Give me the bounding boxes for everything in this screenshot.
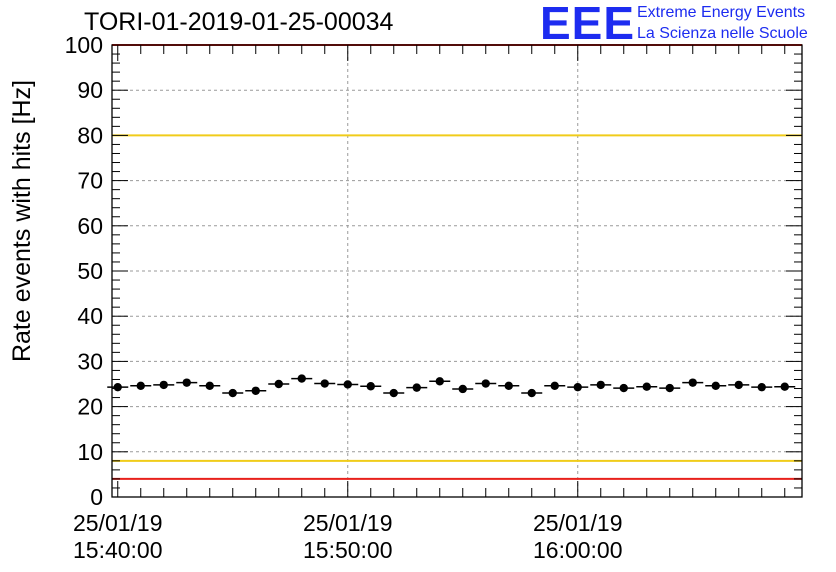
data-point xyxy=(527,388,536,398)
y-tick-label: 80 xyxy=(77,122,103,148)
data-point xyxy=(182,378,191,387)
y-tick-label: 100 xyxy=(65,32,103,58)
data-point xyxy=(136,381,145,391)
data-point xyxy=(734,380,743,390)
y-tick-label: 10 xyxy=(77,439,103,465)
data-point xyxy=(619,383,628,393)
y-tick-label: 50 xyxy=(77,258,103,284)
data-point xyxy=(343,380,352,389)
data-point xyxy=(573,382,582,392)
data-point xyxy=(481,379,490,388)
data-point xyxy=(550,381,559,391)
data-point xyxy=(274,379,283,389)
y-tick-label: 30 xyxy=(77,348,103,374)
data-point xyxy=(757,382,766,392)
data-point xyxy=(251,386,260,395)
y-tick-label: 90 xyxy=(77,77,103,103)
y-tick-label: 20 xyxy=(77,394,103,420)
y-tick-label: 60 xyxy=(77,213,103,239)
data-point xyxy=(228,388,237,398)
chart-title: TORI-01-2019-01-25-00034 xyxy=(84,8,394,36)
x-tick-label-time: 16:00:00 xyxy=(533,537,623,563)
x-tick-label-date: 25/01/19 xyxy=(533,510,623,536)
data-point xyxy=(435,377,444,386)
x-tick-label-time: 15:40:00 xyxy=(73,537,163,563)
data-point xyxy=(458,384,467,394)
data-point xyxy=(665,383,674,393)
x-tick-label-time: 15:50:00 xyxy=(303,537,393,563)
data-point xyxy=(688,378,697,387)
x-tick-label-date: 25/01/19 xyxy=(303,510,393,536)
data-point xyxy=(596,380,605,390)
x-tick-label-date: 25/01/19 xyxy=(73,510,163,536)
data-point xyxy=(389,388,398,398)
logo-line-2: La Scienza nelle Scuole xyxy=(637,25,808,42)
logo-mark: EEE xyxy=(540,0,636,49)
data-point xyxy=(320,379,329,388)
y-tick-label: 70 xyxy=(77,168,103,194)
eee-logo: EEE Extreme Energy Events La Scienza nel… xyxy=(540,0,830,49)
data-point xyxy=(711,381,720,391)
data-point xyxy=(780,382,789,391)
logo-line-1: Extreme Energy Events xyxy=(637,4,806,21)
data-point xyxy=(504,381,513,391)
data-point xyxy=(412,383,421,392)
data-point xyxy=(113,382,122,392)
data-point xyxy=(642,382,651,391)
y-axis-label: Rate events with hits [Hz] xyxy=(8,80,36,362)
data-point xyxy=(366,382,375,391)
data-point xyxy=(205,381,214,391)
y-tick-label: 0 xyxy=(90,484,103,510)
y-tick-label: 40 xyxy=(77,303,103,329)
data-point xyxy=(297,374,306,383)
data-point xyxy=(159,380,168,390)
